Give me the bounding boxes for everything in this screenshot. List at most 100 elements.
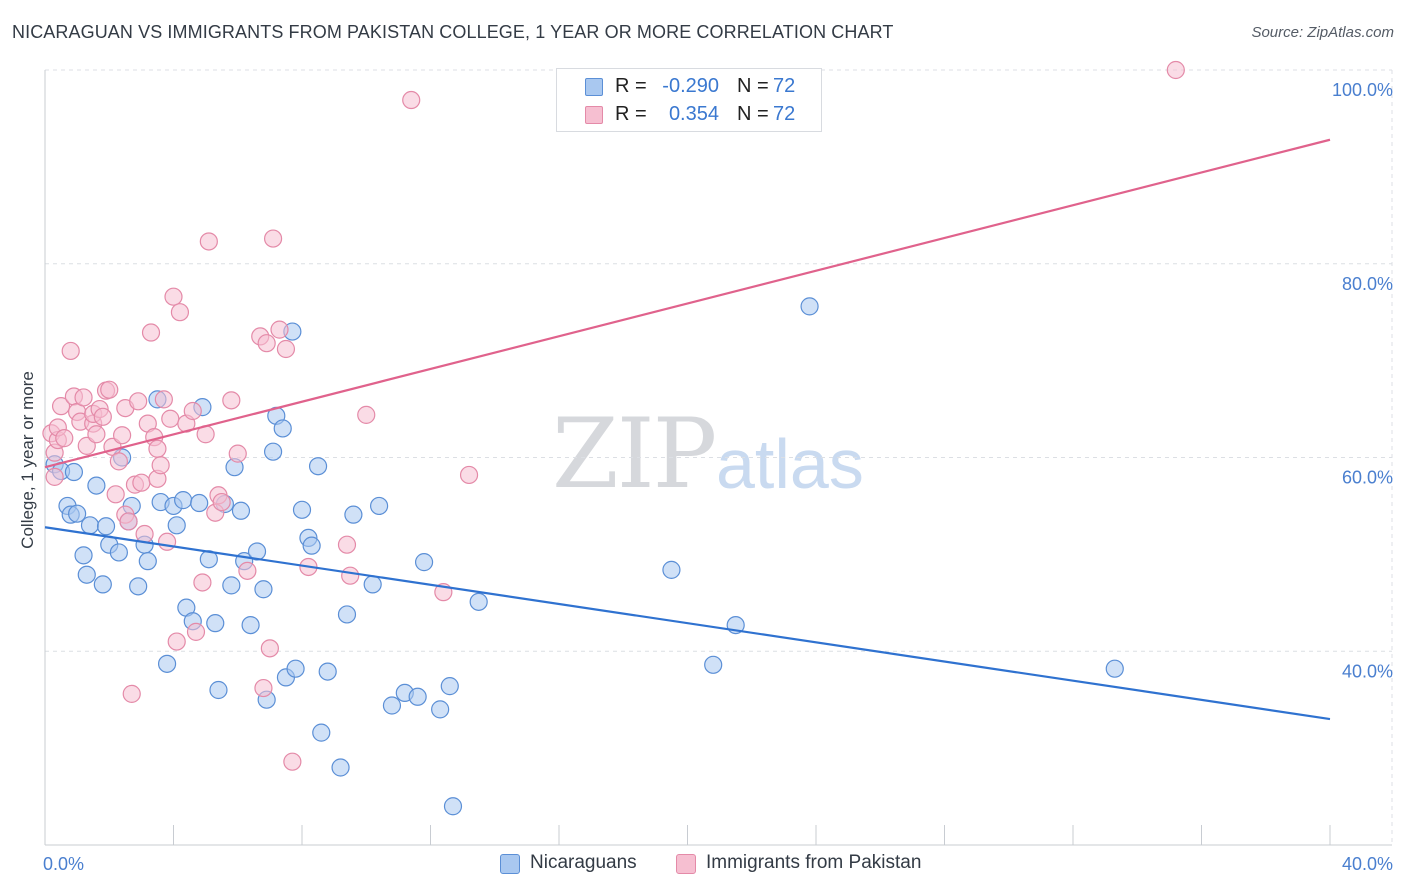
point-pakistan xyxy=(337,535,357,554)
point-nicaraguan xyxy=(209,680,228,700)
point-nicaraguan xyxy=(96,517,116,536)
point-pakistan xyxy=(87,425,106,444)
point-pakistan xyxy=(109,452,128,471)
legend-n-value: 72 xyxy=(773,103,796,125)
trend-line-nicaraguans xyxy=(44,526,1331,721)
point-pakistan xyxy=(51,397,71,416)
point-pakistan xyxy=(93,407,112,426)
point-nicaraguan xyxy=(331,758,350,777)
point-pakistan xyxy=(228,444,247,463)
point-nicaraguan xyxy=(129,577,148,596)
point-pakistan xyxy=(199,232,218,251)
point-pakistan xyxy=(100,380,119,399)
point-pakistan xyxy=(154,390,173,409)
legend-swatch-blue xyxy=(500,854,520,874)
series-legend: Nicaraguans Immigrants from Pakistan xyxy=(0,852,1406,878)
chart-title: NICARAGUAN VS IMMIGRANTS FROM PAKISTAN C… xyxy=(12,22,894,42)
point-pakistan xyxy=(45,467,64,486)
trend-line-pakistan xyxy=(44,138,1331,469)
point-nicaraguan xyxy=(263,442,283,461)
point-nicaraguan xyxy=(370,496,389,516)
point-nicaraguan xyxy=(363,575,382,594)
point-nicaraguan xyxy=(312,723,331,742)
point-pakistan xyxy=(341,566,360,585)
legend-r-value: -0.290 xyxy=(662,75,719,97)
point-nicaraguan xyxy=(800,297,819,316)
point-nicaraguan xyxy=(440,677,459,696)
point-pakistan xyxy=(122,684,141,703)
point-pakistan xyxy=(112,426,132,445)
legend-label-pakistan: Immigrants from Pakistan xyxy=(706,852,922,873)
trend-layer xyxy=(44,138,1331,721)
point-pakistan xyxy=(283,752,302,771)
point-pakistan xyxy=(151,456,170,475)
watermark-zip: ZIP xyxy=(552,398,717,510)
point-nicaraguan xyxy=(206,614,225,633)
point-pakistan xyxy=(212,492,231,512)
point-pakistan xyxy=(263,229,283,248)
x-tick-label: 40.0% xyxy=(1342,854,1393,874)
point-pakistan xyxy=(270,320,289,339)
point-nicaraguan xyxy=(167,516,186,535)
point-pakistan xyxy=(170,303,190,322)
point-pakistan xyxy=(164,287,183,306)
point-nicaraguan xyxy=(308,457,328,476)
point-nicaraguan xyxy=(109,543,128,562)
point-nicaraguan xyxy=(344,505,363,524)
point-pakistan xyxy=(148,439,167,458)
point-pakistan xyxy=(276,339,296,359)
point-pakistan xyxy=(257,334,276,353)
point-pakistan xyxy=(402,90,421,110)
correlation-legend: R = -0.290 N = 72 R = 0.354 N = 72 xyxy=(556,68,822,132)
legend-swatch-blue xyxy=(585,78,603,96)
legend-r-label: R = xyxy=(615,75,647,97)
point-pakistan xyxy=(157,532,177,551)
legend-row-nicaraguans: R = -0.290 N = 72 xyxy=(557,73,821,101)
point-nicaraguan xyxy=(1105,659,1124,678)
point-pakistan xyxy=(254,678,273,698)
point-nicaraguan xyxy=(190,493,209,513)
point-nicaraguan xyxy=(302,536,321,555)
point-nicaraguan xyxy=(286,659,305,678)
legend-r-value: 0.354 xyxy=(668,103,719,125)
points-pakistan xyxy=(42,60,1185,771)
point-nicaraguan xyxy=(138,552,157,571)
point-nicaraguan xyxy=(382,696,402,715)
legend-row-pakistan: R = 0.354 N = 72 xyxy=(557,101,821,129)
y-tick-label: 60.0% xyxy=(1342,468,1393,488)
point-pakistan xyxy=(77,436,96,455)
point-pakistan xyxy=(119,512,138,531)
point-pakistan xyxy=(74,388,93,407)
y-tick-label: 80.0% xyxy=(1342,274,1393,294)
grid-layer xyxy=(45,69,1393,845)
point-pakistan xyxy=(55,429,74,448)
point-pakistan xyxy=(129,392,148,411)
point-nicaraguan xyxy=(77,565,96,584)
point-pakistan xyxy=(167,632,186,651)
point-pakistan xyxy=(238,561,257,580)
point-pakistan xyxy=(1166,60,1185,80)
point-nicaraguan xyxy=(704,655,723,674)
legend-label-nicaraguans: Nicaraguans xyxy=(530,852,637,873)
point-pakistan xyxy=(135,524,154,544)
point-nicaraguan xyxy=(93,575,112,594)
legend-n-label: N = xyxy=(737,103,769,125)
point-pakistan xyxy=(132,473,151,492)
point-nicaraguan xyxy=(254,580,273,599)
watermark-atlas: atlas xyxy=(716,425,864,503)
point-pakistan xyxy=(357,405,376,424)
legend-swatch-pink xyxy=(585,106,603,124)
legend-swatch-pink xyxy=(676,854,696,874)
legend-n-value: 72 xyxy=(773,75,796,97)
point-pakistan xyxy=(222,391,241,410)
point-nicaraguan xyxy=(174,491,193,510)
point-nicaraguan xyxy=(337,605,357,624)
point-pakistan xyxy=(61,341,80,361)
point-nicaraguan xyxy=(80,516,100,535)
point-nicaraguan xyxy=(469,592,488,611)
point-pakistan xyxy=(106,485,125,504)
legend-n-label: N = xyxy=(737,75,769,97)
point-nicaraguan xyxy=(662,560,681,579)
y-tick-label: 40.0% xyxy=(1342,661,1393,681)
